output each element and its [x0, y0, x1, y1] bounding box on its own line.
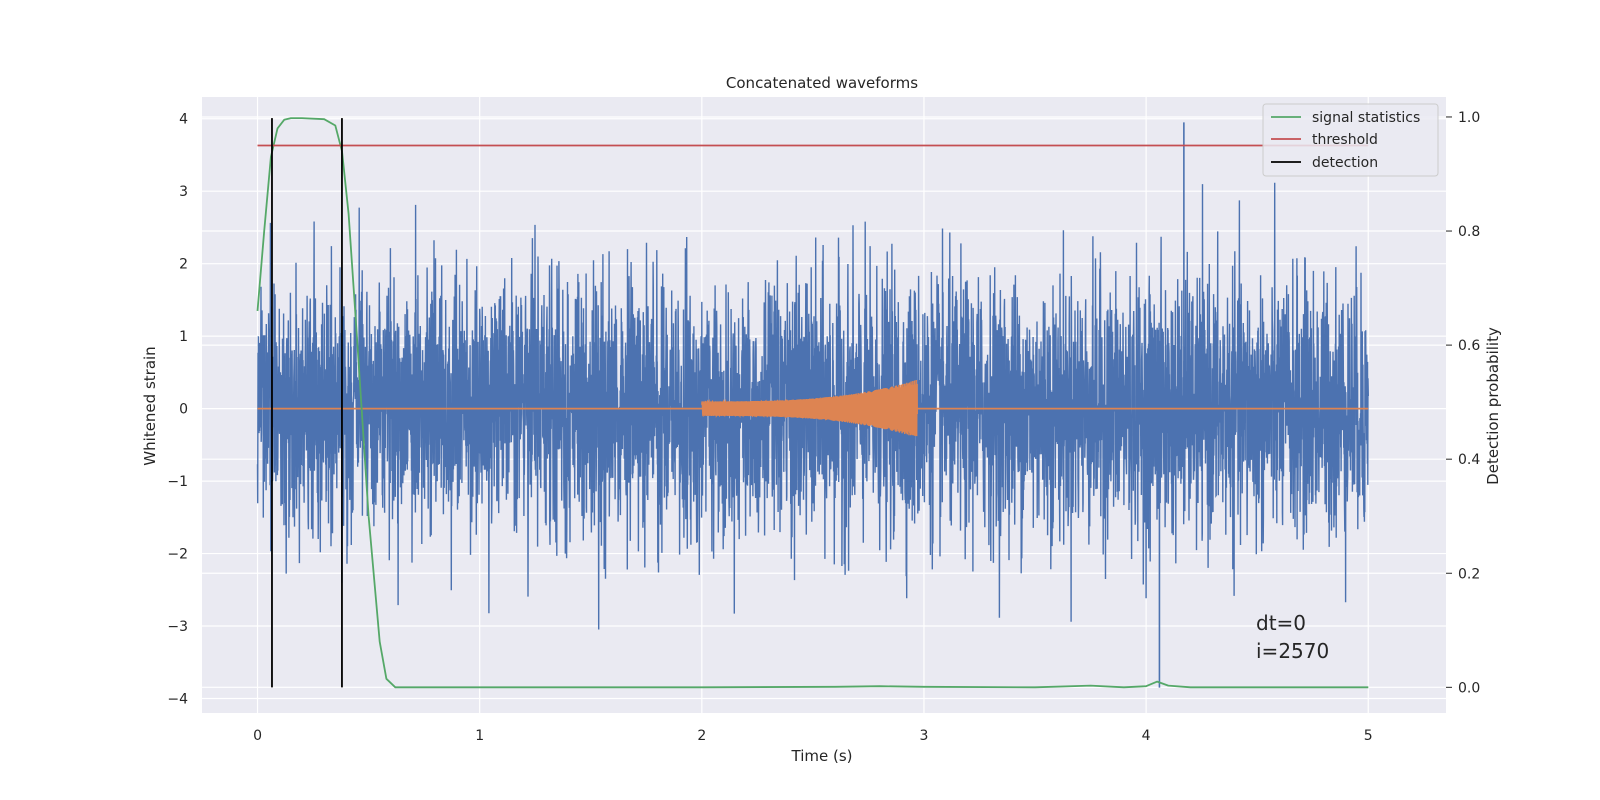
- x-axis-ticks: 0 1 2 3 4 5: [253, 728, 1373, 744]
- right-tick-label: 0.2: [1458, 566, 1480, 582]
- left-tick-label: −2: [167, 547, 188, 563]
- x-tick-label: 2: [697, 728, 706, 744]
- series-injected_waveform: [701, 379, 918, 437]
- series-signal-statistics: [256, 117, 1369, 689]
- right-tick-label: 0.4: [1458, 452, 1480, 468]
- left-axis-label: Whitened strain: [141, 346, 159, 465]
- annotation-index: i=2570: [1256, 639, 1329, 663]
- series-noisy_strain: [256, 182, 1369, 630]
- right-axis-ticks: 0.0 0.2 0.4 0.6 0.8 1.0: [1446, 110, 1480, 696]
- legend-box: [1262, 103, 1439, 177]
- chart-title: Concatenated waveforms: [726, 74, 918, 92]
- left-tick-label: 2: [179, 257, 188, 273]
- x-tick-label: 1: [475, 728, 484, 744]
- right-tick-label: 0.6: [1458, 338, 1480, 354]
- x-tick-label: 4: [1142, 728, 1151, 744]
- legend: signal statistics threshold detection: [1262, 103, 1439, 177]
- right-axis-label: Detection probability: [1484, 327, 1502, 485]
- left-axis-ticks: −4 −3 −2 −1 0 1 2 3 4: [167, 112, 188, 708]
- x-tick-label: 3: [920, 728, 929, 744]
- right-tick-label: 0.0: [1458, 680, 1480, 696]
- right-tick-label: 1.0: [1458, 110, 1480, 126]
- left-tick-label: 4: [179, 112, 188, 128]
- annotation-dt: dt=0: [1256, 611, 1306, 635]
- left-tick-label: −3: [167, 619, 188, 635]
- left-tick-label: 1: [179, 329, 188, 345]
- legend-label-detection: detection: [1312, 155, 1378, 171]
- right-tick-label: 0.8: [1458, 224, 1480, 240]
- x-tick-label: 5: [1364, 728, 1373, 744]
- series-layer: [256, 117, 1369, 689]
- x-tick-label: 0: [253, 728, 262, 744]
- series-group: [256, 117, 1369, 689]
- left-tick-label: −1: [167, 474, 188, 490]
- x-axis-label: Time (s): [791, 747, 853, 765]
- legend-label-signal-statistics: signal statistics: [1312, 110, 1420, 126]
- legend-label-threshold: threshold: [1312, 132, 1378, 148]
- left-tick-label: 0: [179, 402, 188, 418]
- left-tick-label: 3: [179, 184, 188, 200]
- left-tick-label: −4: [167, 692, 188, 708]
